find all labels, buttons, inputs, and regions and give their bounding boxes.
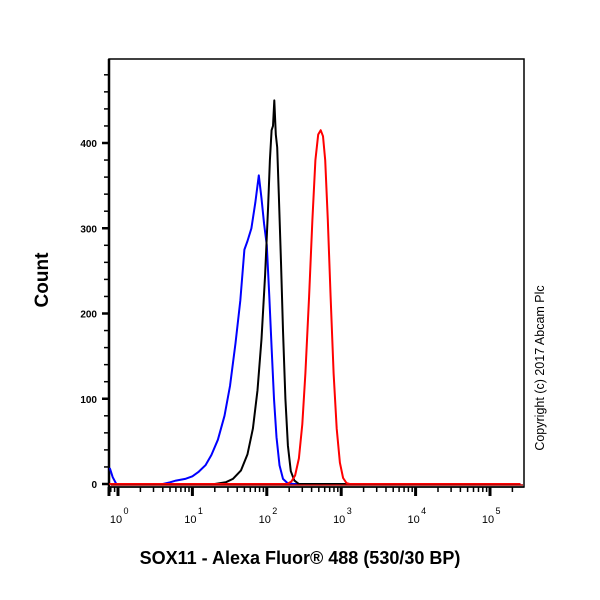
x-tick-exponent: 1 xyxy=(198,506,203,516)
plot-border xyxy=(108,58,525,488)
x-tick-base: 10 xyxy=(110,514,122,526)
x-tick-base: 10 xyxy=(259,514,271,526)
histogram-series-sox11 xyxy=(109,129,521,485)
x-tick-base: 10 xyxy=(482,514,494,526)
histogram-series-unlabelled-control xyxy=(109,174,521,485)
x-tick-label: 102 xyxy=(259,506,278,526)
y-tick-label: 200 xyxy=(80,310,97,321)
x-tick-exponent: 2 xyxy=(272,506,277,516)
x-tick-base: 10 xyxy=(407,514,419,526)
y-tick-label: 400 xyxy=(80,139,97,150)
x-tick-base: 10 xyxy=(333,514,345,526)
y-tick-label: 100 xyxy=(80,395,97,406)
y-axis-title: Count xyxy=(18,240,68,320)
histogram-series-isotype-secondary-control xyxy=(109,99,521,485)
copyright-notice: Copyright (c) 2017 Abcam Plc xyxy=(530,246,550,490)
y-tick-label: 300 xyxy=(80,224,97,235)
x-tick-label: 103 xyxy=(333,506,352,526)
x-tick-exponent: 4 xyxy=(421,506,426,516)
plot-frame xyxy=(108,58,525,488)
x-tick-label: 105 xyxy=(482,506,501,526)
x-tick-label: 104 xyxy=(407,506,426,526)
x-tick-exponent: 0 xyxy=(123,506,128,516)
x-tick-exponent: 5 xyxy=(495,506,500,516)
x-tick-label: 100 xyxy=(110,506,129,526)
copyright-text: Copyright (c) 2017 Abcam Plc xyxy=(533,285,547,451)
y-axis: 0 100 200 300 400 xyxy=(80,59,111,493)
x-axis-title: SOX11 - Alexa Fluor® 488 (530/30 BP) xyxy=(139,548,461,568)
x-tick-exponent: 3 xyxy=(347,506,352,516)
y-tick-label: 0 xyxy=(91,480,97,491)
y-axis-title-text: Count xyxy=(32,252,53,308)
x-tick-label: 101 xyxy=(184,506,203,526)
series-layer xyxy=(109,99,523,486)
x-tick-base: 10 xyxy=(184,514,196,526)
